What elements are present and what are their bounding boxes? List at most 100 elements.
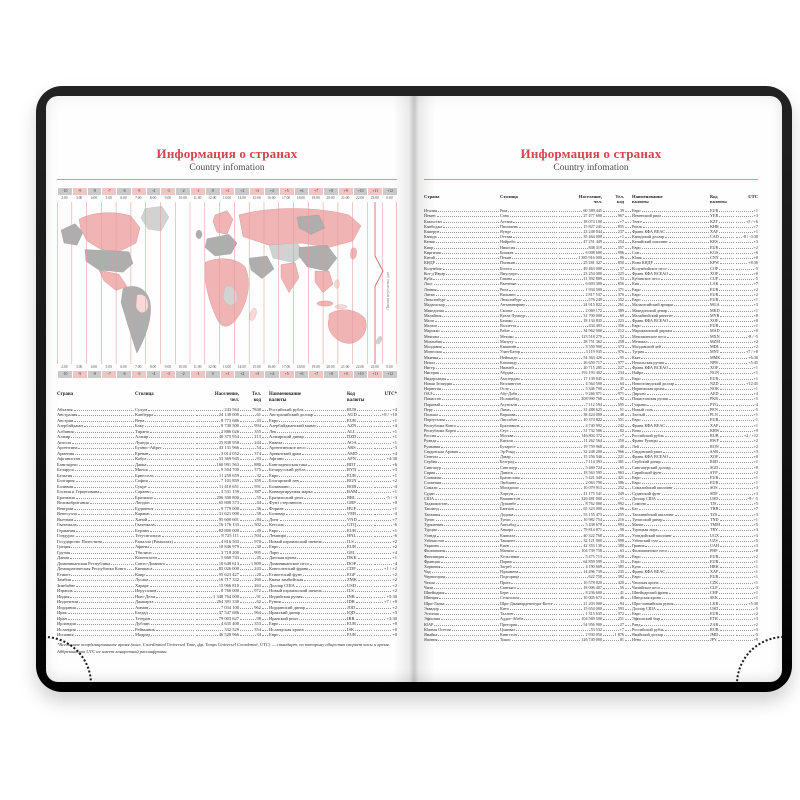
currency-code-cell: MAD: [710, 328, 735, 333]
capital-cell: Ханой: [135, 517, 195, 522]
tel-code-cell: 380: [602, 543, 624, 548]
capital-cell: Лусака: [135, 577, 195, 582]
currency-code-cell: XOF: [710, 318, 735, 323]
leader-gap: [261, 629, 269, 632]
capital-cell: Мапуту: [500, 339, 558, 344]
country-cell: Вьетнам: [57, 517, 135, 522]
leader-gap: [624, 300, 632, 302]
country-cell: Сербия: [424, 459, 500, 464]
utc-cell: +1: [735, 595, 758, 600]
population-cell: 43 131 966: [195, 445, 239, 450]
population-cell: 10 982 754: [558, 517, 602, 522]
timezone-offset-cell: +2: [234, 188, 250, 195]
utc-cell: +7: [373, 517, 397, 522]
country-cell: Бразилия: [57, 495, 135, 500]
currency-name-cell: Кип: [632, 281, 710, 286]
world-map-graphic: Линия перемены дат: [57, 202, 397, 364]
utc-footnote: *Всемирное координированное время (англ.…: [57, 642, 390, 655]
leader-gap: [624, 488, 632, 490]
leader-gap: [624, 273, 632, 276]
currency-name-cell: Молдавский лей: [632, 344, 710, 349]
capital-cell: Бангкок: [500, 506, 558, 511]
utc-cell: +3: [735, 239, 758, 244]
currency-name-cell: Марокканский дирхам: [632, 328, 710, 333]
population-cell: 82 800 000: [195, 528, 239, 533]
currency-code-cell: EUR: [710, 559, 735, 564]
leader-gap: [624, 415, 632, 417]
leader-gap: [624, 237, 632, 239]
currency-name-cell: Евро: [632, 574, 710, 579]
leader-gap: [261, 552, 269, 555]
map-land-new-guinea: [334, 304, 348, 310]
table-row: Тунис Тунис 10 982 754 216 Тунисский дин…: [424, 517, 758, 522]
leader-gap: [624, 624, 632, 627]
utc-cell: -4: [373, 484, 397, 489]
leader-gap: [624, 362, 632, 365]
currency-name-cell: Ямайский доллар: [632, 632, 710, 637]
leader-gap: [261, 536, 269, 538]
leader-gap: [624, 498, 632, 501]
currency-code-cell: RSD: [710, 459, 735, 464]
leader-gap: [261, 585, 269, 588]
table-row: Гондурас Тегусигальпа 8 725 111 504 Лемп…: [57, 533, 397, 538]
timezone-time-cell: 13:00: [222, 365, 232, 369]
table-row: Лаос Вьентьян 6 693 300 856 Кип LAK +7: [424, 281, 758, 286]
utc-cell: +1: [735, 559, 758, 564]
currency-name-cell: Норвежская крона: [632, 386, 710, 391]
currency-name-cell: Алжирский динар: [269, 434, 347, 439]
leader-gap: [624, 252, 632, 255]
country-cell: Турция: [424, 527, 500, 532]
timezone-offset-cell: +9: [337, 188, 353, 195]
currency-code-cell: AUD: [347, 412, 373, 417]
currency-code-cell: CAD: [710, 234, 735, 239]
currency-name-cell: Гривна: [632, 543, 710, 548]
population-cell: 5 469 724: [558, 465, 602, 470]
country-cell: Мьянма: [424, 355, 500, 360]
currency-code-cell: NGN: [710, 370, 735, 375]
leader-gap: [624, 572, 632, 574]
currency-name-cell: Сирийский фунт: [632, 470, 710, 475]
table-row: Узбекистан Ташкент 32 121 000 998 Узбекс…: [424, 538, 758, 543]
utc-cell: -6: [373, 522, 397, 527]
tel-code-cell: 354: [239, 627, 261, 632]
capital-cell: Санто-Доминго: [135, 561, 195, 566]
utc-cell: +1: [373, 429, 397, 434]
capital-cell: Прага: [500, 580, 558, 585]
table-row: Вьетнам Ханой 95 600 601 84 Донг VND +7: [57, 516, 397, 522]
tel-code-cell: +7: [602, 219, 624, 224]
utc-cell: +3: [735, 616, 758, 621]
leader-gap: [624, 263, 632, 265]
currency-name-cell: Сингапурский доллар: [632, 465, 710, 470]
capital-cell: Никосия: [500, 245, 558, 250]
population-cell: 326 481 000: [558, 496, 602, 501]
currency-code-cell: IDR: [347, 599, 373, 604]
table-row: Люксембург Люксембург 576 249 352 Евро E…: [424, 297, 758, 302]
population-cell: 11 392 889: [558, 276, 602, 281]
population-cell: 11 410 651: [195, 484, 239, 489]
utc-cell: +2 / +12: [735, 433, 758, 438]
map-land-mexico: [98, 269, 128, 291]
population-cell: 16 717 332: [195, 577, 239, 582]
leader-gap: [624, 357, 632, 360]
capital-cell: Братислава: [500, 475, 558, 480]
currency-name-cell: Исландская крона: [269, 627, 347, 632]
population-cell: 65 808 573: [195, 500, 239, 505]
capital-cell: Найроби: [500, 239, 558, 244]
timezone-time-cell: 3:00: [75, 196, 83, 200]
currency-name-cell: Франк КФА BEAC: [632, 229, 710, 234]
tel-code-cell: 39: [602, 208, 624, 213]
table-row: Танзания Додома 55 155 473 255 Танзанийс…: [424, 511, 758, 517]
table-row: Мозамбик Мапуту 28 751 362 258 Метикал M…: [424, 339, 758, 344]
capital-cell: Пхеньян: [500, 260, 558, 265]
leader-gap: [624, 242, 632, 244]
leader-gap: [261, 409, 269, 412]
tel-code-cell: 504: [239, 533, 261, 538]
tel-code-cell: 976: [602, 349, 624, 354]
currency-code-cell: DOP: [347, 561, 373, 566]
utc-cell: +2: [735, 292, 758, 297]
currency-code-cell: PHP: [710, 548, 735, 553]
capital-cell: Эр-Рияд: [500, 449, 558, 454]
tel-code-cell: 966: [602, 449, 624, 454]
population-cell: 1 934 500: [558, 287, 602, 292]
currency-code-cell: PYG: [710, 402, 735, 407]
